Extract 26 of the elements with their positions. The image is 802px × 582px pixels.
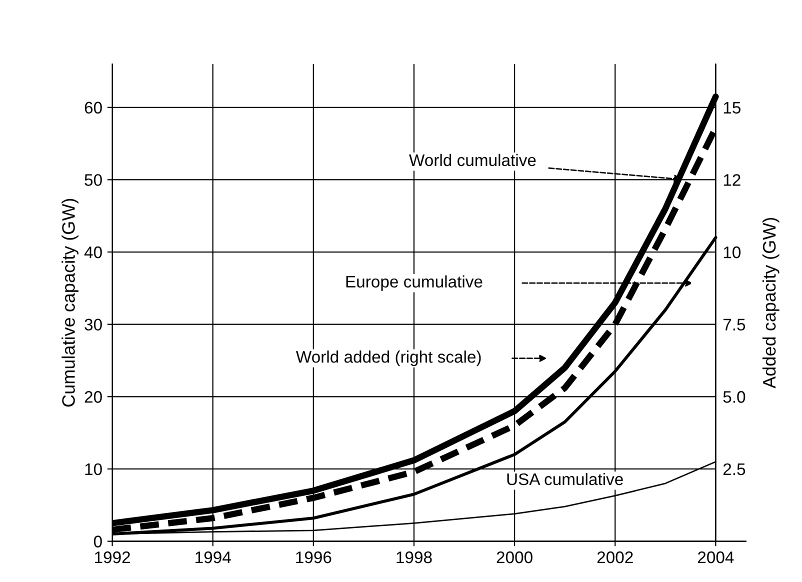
x-tick-label: 1998 — [396, 551, 432, 564]
annotation: World added (right scale) — [296, 350, 481, 366]
y-tick-label: 30 — [84, 318, 102, 331]
y-tick-label: 60 — [84, 102, 102, 114]
x-tick-label: 2004 — [698, 551, 734, 564]
x-tick-label: 2002 — [597, 551, 633, 564]
x-tick-label: 1994 — [196, 551, 231, 564]
y2-axis-title: Added capacity (GW) — [762, 218, 780, 388]
y2-tick-label: 2.5 — [723, 463, 746, 476]
y-tick-label: 20 — [84, 391, 102, 403]
annotation: USA cumulative — [507, 472, 623, 486]
x-tick-label: 1992 — [95, 551, 130, 564]
y-tick-label: 10 — [85, 463, 102, 476]
annotation: World cumulative — [409, 154, 536, 166]
y2-tick-label: 7.5 — [723, 318, 746, 331]
y2-tick-label: 5.0 — [723, 391, 746, 403]
y-tick-label: 0 — [94, 536, 102, 548]
y2-tick-label: 15 — [724, 102, 740, 114]
y-tick-label: 40 — [84, 246, 102, 258]
y-axis-title: Cumulative capacity (GW) — [62, 198, 78, 407]
y2-tick-label: 12 — [724, 174, 740, 186]
x-tick-label: 2000 — [496, 551, 532, 564]
x-tick-label: 1996 — [296, 551, 332, 564]
annotation: Europe cumulative — [346, 275, 482, 291]
y2-tick-label: 10 — [724, 246, 741, 258]
y-tick-label: 50 — [84, 174, 102, 186]
